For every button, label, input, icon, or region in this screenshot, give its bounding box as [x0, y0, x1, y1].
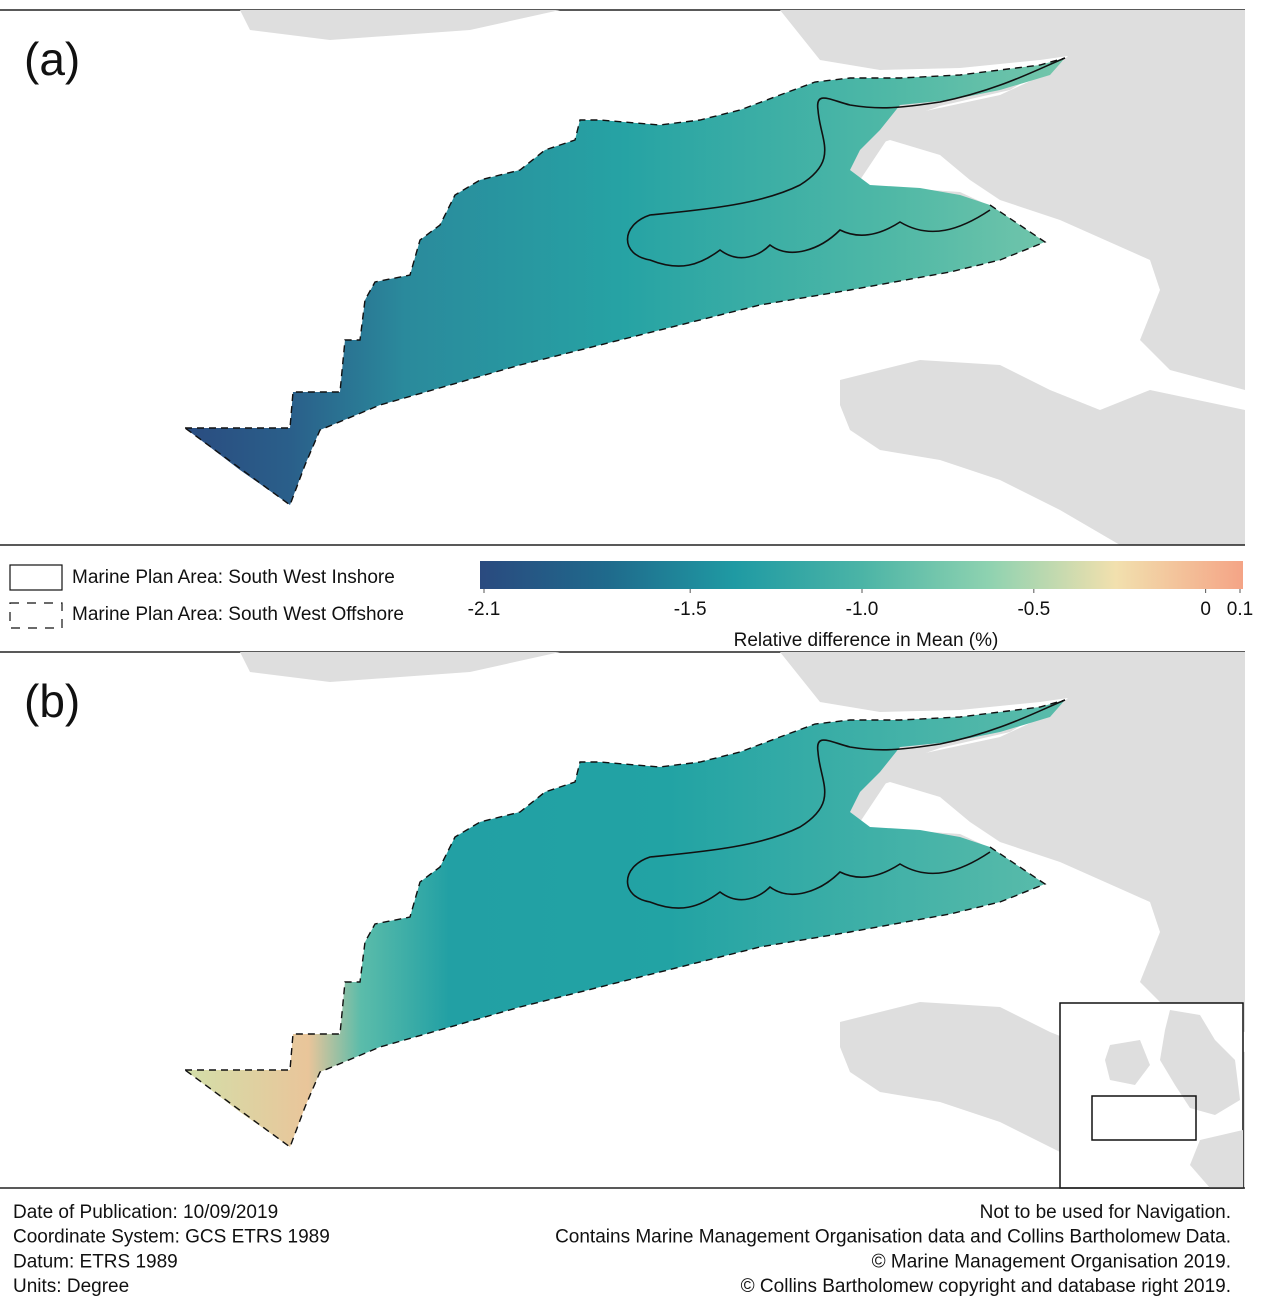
legend-swatch-dashed [9, 602, 63, 629]
legend-label: Marine Plan Area: South West Inshore [72, 567, 395, 588]
footer-credit: Not to be used for Navigation. [980, 1202, 1231, 1223]
legend-swatch-solid [9, 564, 63, 591]
colorbar-ramp [480, 561, 1243, 589]
panel-label: (a) [24, 33, 80, 85]
footer-note: Date of Publication: 10/09/2019 [13, 1202, 278, 1223]
colorbar-tick-label: -1.0 [846, 599, 879, 620]
footer-credit: © Marine Management Organisation 2019. [872, 1251, 1231, 1272]
legend-label: Marine Plan Area: South West Offshore [72, 604, 404, 625]
footer-note: Datum: ETRS 1989 [13, 1251, 178, 1272]
colorbar-tick-label: 0.1 [1227, 599, 1253, 620]
legend: Marine Plan Area: South West Inshore Mar… [9, 564, 404, 629]
colorbar-title: Relative difference in Mean (%) [734, 630, 999, 651]
footer-note: Units: Degree [13, 1276, 129, 1297]
colorbar-tick-label: -2.1 [468, 599, 501, 620]
footer-credit: Contains Marine Management Organisation … [555, 1227, 1231, 1248]
colorbar-tick-label: -1.5 [674, 599, 707, 620]
panel-label: (b) [24, 675, 80, 727]
inset-map [1059, 1002, 1244, 1189]
colorbar-tick-label: -0.5 [1017, 599, 1050, 620]
footer-note: Coordinate System: GCS ETRS 1989 [13, 1227, 330, 1248]
colorbar-tick-label: 0 [1200, 599, 1211, 620]
footer: Date of Publication: 10/09/2019 Coordinat… [13, 1202, 1231, 1297]
panel-a-map [184, 10, 1245, 545]
footer-credit: © Collins Bartholomew copyright and data… [741, 1276, 1231, 1297]
colorbar: Relative difference in Mean (%) -2.1 -1.5… [468, 561, 1253, 651]
